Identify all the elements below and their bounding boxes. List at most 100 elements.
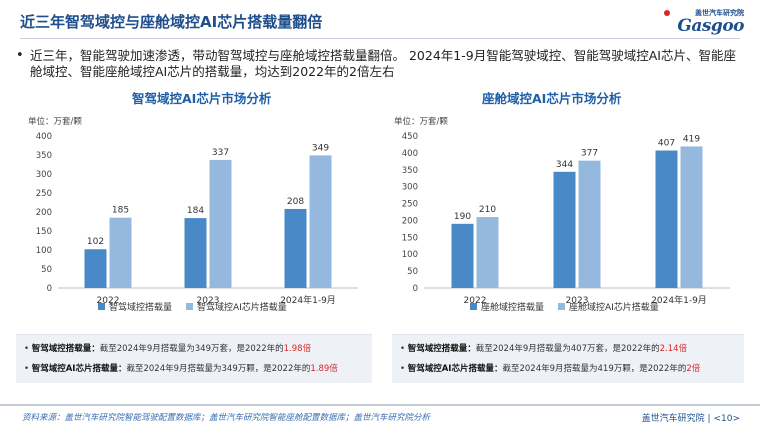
note-bullet-icon: •: [400, 344, 408, 354]
note-box-right: • 智驾域控搭载量：截至2024年9月搭载量为407万套，是2022年的2.14…: [392, 334, 744, 383]
y-tick-label: 150: [36, 227, 52, 237]
y-tick-label: 400: [402, 149, 418, 159]
legend-label: 座舱域控搭载量: [481, 301, 544, 313]
logo-name: Gasgoo: [677, 16, 744, 36]
logo-mark-icon: [664, 10, 670, 16]
y-tick-label: 450: [402, 132, 418, 142]
y-tick-label: 350: [402, 166, 418, 176]
data-label: 337: [212, 148, 229, 158]
bar: [451, 223, 474, 288]
data-label: 102: [87, 237, 104, 247]
note-text: 截至2024年9月搭载量为349万颗，是2022年的: [126, 364, 311, 374]
page-title: 近三年智驾域控与座舱域控AI芯片搭载量翻倍: [20, 13, 323, 31]
footer: 资料来源：盖世汽车研究院智能驾驶配置数据库；盖世汽车研究院智能座舱配置数据库；盖…: [0, 404, 760, 430]
note-highlight: 1.89倍: [310, 364, 338, 374]
note-text: 截至2024年9月搭载量为349万套，是2022年的: [99, 344, 284, 354]
chart-title: 智驾域控AI芯片市场分析: [132, 91, 272, 106]
note-text: 截至2024年9月搭载量为407万套，是2022年的: [475, 344, 660, 354]
x-tick-label: 2023: [197, 296, 220, 306]
data-label: 210: [479, 205, 496, 215]
footer-source: 资料来源：盖世汽车研究院智能驾驶配置数据库；盖世汽车研究院智能座舱配置数据库；盖…: [22, 413, 431, 423]
note-line: • 智驾域控搭载量：截至2024年9月搭载量为349万套，是2022年的1.98…: [24, 342, 311, 354]
legend-swatch: [98, 303, 105, 310]
data-label: 407: [658, 139, 675, 149]
note-highlight: 2倍: [686, 364, 701, 374]
y-tick-label: 250: [36, 189, 52, 199]
x-tick-label: 2022: [464, 296, 487, 306]
bar: [680, 146, 703, 288]
y-tick-label: 400: [36, 132, 52, 142]
legend-label: 座舱域控AI芯片搭载量: [569, 301, 659, 313]
unit-label: 单位：万套/颗: [28, 116, 82, 127]
note-bullet-icon: •: [24, 364, 32, 374]
chart-left: 智驾域控AI芯片市场分析 单位：万套/颗 0 50 100 150 200 250 300 35…: [14, 88, 374, 328]
bar: [655, 150, 678, 288]
title-divider: [20, 38, 740, 39]
chart-right-svg: 单位：万套/颗 0 50 100 150 200 250 300 350 400 450 190 210…: [394, 116, 730, 313]
bar: [284, 208, 307, 288]
legend-label: 智驾域控搭载量: [109, 301, 172, 313]
unit-label: 单位：万套/颗: [394, 116, 448, 127]
x-tick-label: 2024年1-9月: [651, 294, 707, 306]
y-tick-label: 50: [407, 267, 418, 277]
legend-swatch: [470, 303, 477, 310]
note-label: 智驾域控AI芯片搭载量：: [31, 364, 127, 374]
y-tick-label: 200: [36, 208, 52, 218]
footer-org: 盖世汽车研究院: [641, 414, 705, 424]
bar: [109, 217, 132, 288]
note-line: • 智驾域控AI芯片搭载量：截至2024年9月搭载量为349万颗，是2022年的…: [24, 362, 338, 374]
y-tick-label: 0: [47, 284, 52, 294]
bar: [209, 159, 232, 288]
note-line: • 智驾域控AI芯片搭载量：截至2024年9月搭载量为419万颗，是2022年的…: [400, 362, 700, 374]
bar: [184, 218, 207, 288]
note-bullet-icon: •: [400, 364, 408, 374]
legend-swatch: [186, 303, 193, 310]
x-tick-label: 2024年1-9月: [280, 294, 336, 306]
footer-right: 盖世汽车研究院 | <10>: [641, 414, 740, 424]
note-box-left: • 智驾域控搭载量：截至2024年9月搭载量为349万套，是2022年的1.98…: [16, 334, 372, 383]
gasgoo-logo: 盖世汽车研究院 Gasgoo: [660, 8, 744, 36]
y-tick-label: 100: [402, 250, 418, 260]
note-highlight: 2.14倍: [659, 344, 688, 354]
bar: [309, 155, 332, 288]
data-label: 344: [556, 160, 573, 170]
y-tick-label: 300: [36, 170, 52, 180]
bullet-icon: •: [16, 48, 24, 63]
bar: [84, 249, 107, 288]
chart-right: 座舱域控AI芯片市场分析 单位：万套/颗 0 50 100 150 200 250 300 35…: [384, 88, 746, 328]
page-number: <10>: [713, 414, 740, 424]
note-label: 智驾域控搭载量：: [407, 344, 476, 354]
summary-text: 近三年，智能驾驶加速渗透，带动智驾域控与座舱域控搭载量翻倍。 2024年1-9月…: [30, 48, 736, 79]
data-label: 190: [454, 212, 471, 222]
chart-title: 座舱域控AI芯片市场分析: [482, 91, 622, 106]
y-tick-label: 100: [36, 246, 52, 256]
data-label: 184: [187, 206, 204, 216]
y-tick-label: 350: [36, 151, 52, 161]
note-bullet-icon: •: [24, 344, 32, 354]
y-tick-label: 0: [413, 284, 418, 294]
title-bar: 近三年智驾域控与座舱域控AI芯片搭载量翻倍 盖世汽车研究院 Gasgoo: [0, 0, 760, 40]
note-line: • 智驾域控搭载量：截至2024年9月搭载量为407万套，是2022年的2.14…: [400, 342, 687, 354]
note-text: 截至2024年9月搭载量为419万颗，是2022年的: [502, 364, 687, 374]
y-tick-label: 250: [402, 200, 418, 210]
data-label: 208: [287, 197, 304, 207]
x-tick-label: 2023: [566, 296, 589, 306]
note-highlight: 1.98倍: [283, 344, 312, 354]
data-label: 185: [112, 206, 129, 216]
logo-tagline: 盖世汽车研究院: [695, 9, 744, 17]
chart-left-svg: 单位：万套/颗 0 50 100 150 200 250 300 350 400 102 185 202…: [28, 116, 358, 313]
data-label: 377: [581, 149, 598, 159]
bar: [476, 217, 499, 288]
x-tick-label: 2022: [97, 296, 120, 306]
y-tick-label: 50: [41, 265, 52, 275]
legend-label: 智驾域控AI芯片搭载量: [197, 301, 287, 313]
data-label: 419: [683, 134, 700, 144]
note-label: 智驾域控搭载量：: [31, 344, 100, 354]
y-tick-label: 150: [402, 233, 418, 243]
bar: [553, 171, 576, 288]
y-tick-label: 200: [402, 216, 418, 226]
note-label: 智驾域控AI芯片搭载量：: [407, 364, 503, 374]
legend-swatch: [558, 303, 565, 310]
bar: [578, 160, 601, 288]
data-label: 349: [312, 143, 329, 153]
